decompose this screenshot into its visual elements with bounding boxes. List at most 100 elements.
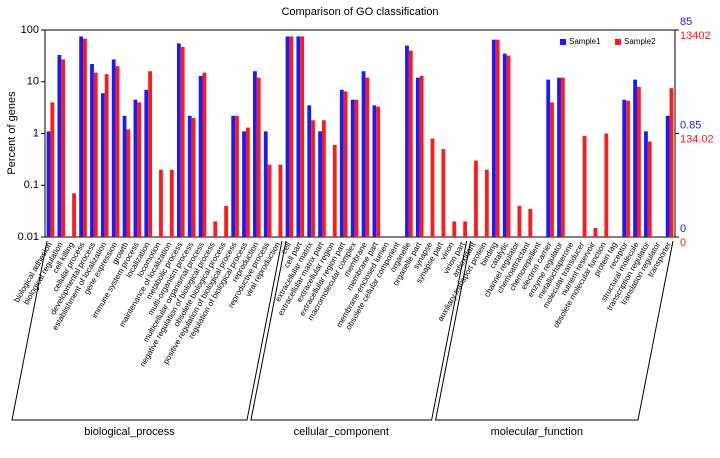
bar [245, 127, 250, 237]
bar [415, 77, 420, 237]
bar [372, 105, 377, 237]
bar [300, 36, 305, 238]
bar [669, 88, 674, 237]
group-bracket [435, 240, 674, 421]
y-axis-label: Percent of genes [6, 91, 18, 175]
bar [231, 115, 236, 237]
bar [430, 138, 435, 237]
group-bracket [250, 240, 468, 421]
y-tick-label: 100 [21, 24, 39, 36]
bar [528, 208, 533, 237]
bar [307, 105, 312, 237]
chart-title: Comparison of GO classification [281, 6, 438, 18]
bar [46, 131, 51, 237]
y-tick-label: 1 [33, 127, 39, 139]
bar [57, 54, 62, 238]
bar [452, 221, 457, 237]
bar [202, 72, 207, 238]
bar [647, 141, 652, 237]
bar [191, 117, 196, 237]
group-bracket [11, 240, 283, 421]
bar [122, 115, 127, 237]
bar [474, 160, 478, 237]
bar [126, 129, 131, 237]
bar [582, 135, 587, 237]
bar [593, 227, 598, 237]
bar [332, 144, 337, 237]
bar [50, 102, 55, 237]
bar [419, 75, 424, 238]
bar [361, 71, 366, 237]
legend-label: Sample2 [624, 37, 656, 46]
legend-swatch [560, 39, 566, 45]
bar [159, 169, 163, 237]
y-tick-label: 0.1 [24, 179, 39, 191]
legend-swatch [615, 39, 621, 45]
bar [169, 169, 174, 237]
legend-label: Sample1 [569, 37, 601, 46]
bar [93, 72, 98, 238]
bar [491, 39, 496, 237]
bar [263, 131, 268, 237]
right-tick-label: 0.85 [680, 119, 701, 131]
bar [267, 164, 272, 237]
bar [550, 102, 554, 237]
bar [100, 93, 105, 237]
bar [242, 131, 246, 237]
right-tick-label: 85 [680, 16, 692, 28]
bar [506, 55, 511, 237]
y-tick-label: 10 [27, 76, 39, 88]
bar [311, 120, 315, 237]
bar [644, 131, 648, 237]
right-tick-label: 134.02 [680, 133, 714, 145]
bar [213, 221, 218, 237]
bar [224, 205, 229, 237]
bar [83, 38, 87, 237]
bar [72, 193, 76, 237]
bar [354, 99, 359, 237]
bar [318, 131, 322, 237]
bar [557, 77, 561, 237]
group-label: cellular_component [294, 426, 389, 438]
bar [350, 99, 355, 237]
bar [502, 53, 507, 237]
bar [137, 102, 142, 237]
bar [296, 36, 301, 238]
bar [343, 91, 348, 237]
bar [626, 100, 630, 237]
bar [198, 75, 203, 238]
bar [376, 106, 381, 237]
bar [633, 79, 637, 237]
y-tick-label: 0.01 [18, 231, 39, 243]
bar [365, 77, 370, 237]
bar [253, 71, 257, 237]
bar [408, 50, 413, 237]
bar [256, 77, 261, 237]
bar [665, 115, 670, 237]
group-label: biological_process [84, 426, 175, 438]
bar [104, 74, 109, 238]
bar [278, 164, 283, 237]
right-tick-label: 13402 [680, 30, 711, 42]
bar [517, 205, 522, 237]
bar [622, 99, 627, 237]
bar [144, 89, 149, 237]
bar [111, 59, 116, 237]
right-tick-label: 0 [680, 223, 686, 235]
bar [79, 36, 84, 238]
bar [463, 221, 467, 237]
bar [321, 120, 326, 237]
bar [176, 43, 181, 237]
bar [90, 64, 94, 237]
bar [405, 45, 409, 237]
bar [289, 36, 294, 238]
bar [187, 115, 192, 237]
bar [560, 77, 565, 237]
bar [285, 36, 290, 238]
bar [495, 39, 500, 237]
right-tick-label: 0 [680, 237, 686, 249]
group-label: molecular_function [491, 426, 583, 438]
bar [235, 115, 239, 237]
bar [133, 99, 138, 237]
